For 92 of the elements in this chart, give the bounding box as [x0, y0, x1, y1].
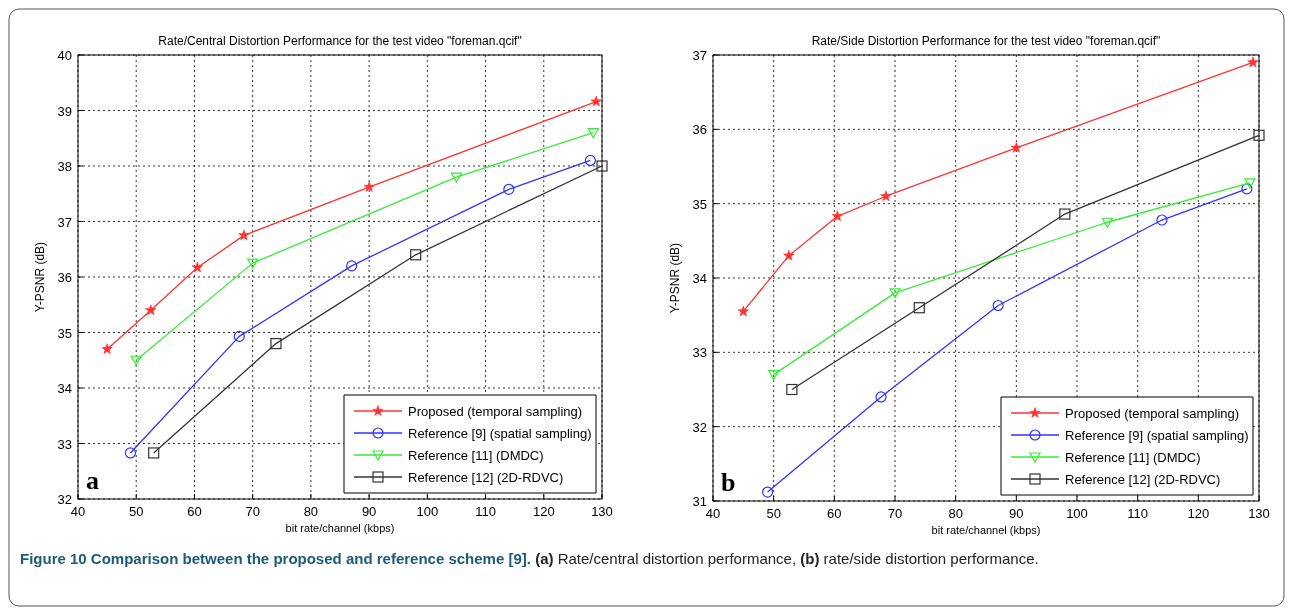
point — [238, 229, 250, 241]
x-tick-label: 120 — [532, 504, 555, 519]
x-tick-label: 70 — [245, 504, 260, 519]
point — [363, 181, 375, 192]
point — [831, 210, 843, 222]
y-tick-label: 34 — [57, 381, 72, 396]
y-tick-label: 39 — [57, 103, 72, 119]
point — [1241, 183, 1253, 195]
text: (a) Rate/central distortion performance, (b) rate/side distortion performance. — [535, 550, 1039, 567]
point — [124, 447, 136, 459]
legend-label: Reference [9] (spatial sampling) — [408, 426, 592, 441]
legend-label: Proposed (temporal sampling) — [1065, 406, 1240, 421]
point — [587, 128, 599, 139]
legend-label: Reference [11] (DMDC) — [1065, 450, 1201, 465]
x-tick-label: 40 — [70, 504, 86, 519]
x-axis-title: bit rate/channel (kbps) — [285, 522, 395, 534]
y-tick-label: 37 — [57, 214, 72, 230]
y-tick-label: 32 — [692, 419, 707, 435]
point — [889, 288, 901, 299]
y-tick-label: 37 — [692, 48, 707, 63]
y-tick-label: 35 — [692, 196, 707, 212]
x-tick-label: 60 — [187, 504, 202, 519]
point — [875, 391, 887, 403]
y-tick-label: 36 — [57, 270, 72, 285]
x-tick-label: 40 — [705, 506, 721, 521]
legend-label: Proposed (temporal sampling) — [408, 404, 583, 419]
point — [1101, 217, 1113, 228]
y-axis-title: Y-PSNR (dB) — [33, 241, 47, 313]
point — [233, 330, 245, 342]
point — [1244, 178, 1256, 189]
point — [596, 160, 608, 172]
point — [762, 486, 774, 498]
x-tick-label: 100 — [1066, 506, 1088, 521]
point — [768, 370, 780, 381]
x-tick-label: 120 — [1187, 506, 1210, 521]
y-tick-label: 31 — [692, 494, 707, 509]
x-tick-label: 130 — [1248, 506, 1270, 521]
x-tick-label: 50 — [766, 506, 781, 521]
point — [148, 447, 160, 459]
point — [590, 95, 602, 107]
x-tick-label: 90 — [1009, 506, 1024, 521]
point — [737, 305, 749, 317]
x-tick-label: 60 — [827, 506, 842, 521]
point — [1059, 208, 1071, 220]
y-tick-label: 33 — [57, 436, 72, 452]
point — [145, 304, 157, 316]
point — [450, 172, 463, 183]
y-tick-label: 34 — [692, 271, 707, 286]
point — [992, 299, 1004, 312]
point — [270, 338, 282, 350]
chart-title: Rate/Side Distortion Performance for the test video "foreman.qcif" — [811, 34, 1161, 48]
y-tick-label: 35 — [57, 325, 72, 341]
point — [913, 302, 925, 314]
x-tick-label: 130 — [591, 504, 613, 519]
annotation: a — [86, 466, 99, 495]
point — [783, 249, 795, 261]
x-tick-label: 100 — [416, 504, 439, 519]
point — [101, 343, 113, 354]
y-tick-label: 32 — [57, 492, 72, 507]
point — [247, 258, 259, 269]
point — [191, 261, 203, 273]
x-tick-label: 110 — [475, 504, 496, 519]
point — [346, 260, 358, 272]
y-tick-label: 36 — [692, 122, 707, 138]
point — [1156, 214, 1168, 226]
x-tick-label: 50 — [128, 504, 144, 519]
y-tick-label: 38 — [57, 159, 72, 174]
chart-title: Rate/Central Distortion Performance for the test video "foreman.qcif" — [158, 34, 522, 48]
point — [584, 154, 596, 167]
point — [130, 355, 142, 366]
x-axis-title: bit rate/channel (kbps) — [931, 524, 1041, 536]
point — [786, 383, 798, 396]
x-tick-label: 70 — [887, 506, 903, 521]
point — [503, 183, 515, 195]
y-tick-label: 40 — [57, 48, 72, 63]
legend-label: Reference [9] (spatial sampling) — [1065, 428, 1249, 443]
point — [410, 249, 422, 261]
caption: Figure 10 Comparison between the proposed and reference scheme [9]. — [20, 550, 532, 567]
point — [1253, 129, 1265, 141]
x-tick-label: 90 — [361, 504, 377, 519]
legend-label: Reference [12] (2D-RDVC) — [408, 470, 564, 485]
x-tick-label: 80 — [948, 506, 963, 521]
legend-label: Reference [11] (DMDC) — [408, 448, 544, 463]
point — [1247, 56, 1259, 68]
annotation: b — [721, 468, 736, 497]
y-tick-label: 33 — [692, 345, 707, 361]
point — [880, 190, 892, 201]
point — [1010, 142, 1022, 153]
x-tick-label: 110 — [1127, 506, 1149, 521]
x-tick-label: 80 — [303, 504, 319, 519]
legend-label: Reference [12] (2D-RDVC) — [1065, 472, 1221, 487]
y-axis-title: Y-PSNR (dB) — [668, 242, 682, 314]
